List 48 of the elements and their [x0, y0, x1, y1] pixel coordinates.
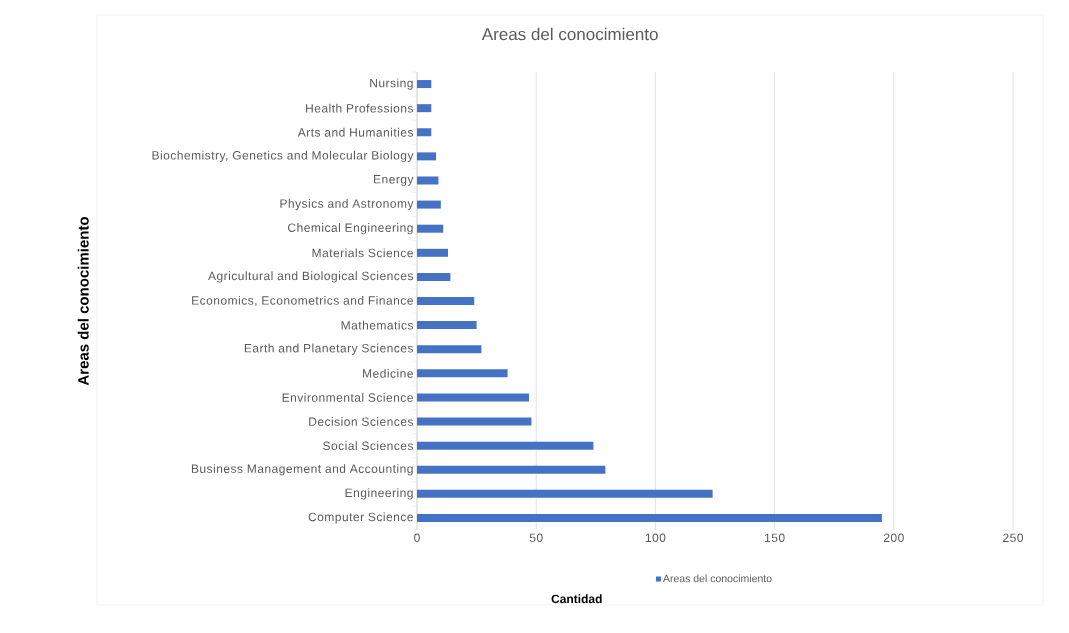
x-axis-title: Cantidad [551, 594, 602, 604]
y-tick-label: Engineering [345, 488, 413, 500]
x-tick-label: 0 [414, 533, 420, 543]
bar [417, 465, 606, 474]
x-tick-label: 50 [529, 533, 543, 543]
y-tick-label: Medicine [363, 368, 413, 378]
bar [417, 489, 713, 498]
y-tick-label: Earth and Planetary Sciences [244, 343, 414, 355]
y-tick-label: Arts and Humanities [297, 127, 414, 137]
y-tick-label: Biochemistry, Genetics and Molecular Biology [152, 150, 414, 162]
bar [417, 297, 475, 306]
x-tick-label: 100 [645, 533, 666, 543]
x-tick-label: 150 [765, 533, 785, 543]
y-tick-label: Health Professions [306, 103, 414, 113]
bar [417, 224, 444, 233]
bar [417, 321, 477, 330]
x-tick-label: 200 [883, 533, 904, 543]
y-tick-label: Economics, Econometrics and Finance [192, 295, 413, 307]
y-tick-label: Computer Science [308, 512, 413, 524]
bar [417, 152, 437, 161]
bar [417, 393, 530, 402]
y-tick-label: Physics and Astronomy [280, 198, 414, 211]
bar [417, 272, 451, 281]
x-tick-label: 250 [1003, 533, 1024, 543]
bar [417, 200, 441, 209]
y-tick-label: Chemical Engineering [288, 223, 413, 235]
bar [417, 369, 508, 378]
bar [417, 80, 432, 89]
y-tick-label: Decision Sciences [309, 417, 414, 426]
bar [417, 128, 432, 137]
y-tick-label: Materials Science [312, 248, 413, 258]
bar [417, 176, 439, 185]
bar [417, 441, 594, 450]
y-tick-label: Energy [374, 175, 414, 186]
y-tick-label: Mathematics [341, 320, 414, 330]
y-axis-title: Areas del conocimiento [77, 217, 89, 386]
y-tick-label: Agricultural and Biological Sciences [208, 271, 413, 283]
bar [417, 248, 448, 257]
bar [417, 345, 482, 354]
bar [417, 513, 882, 522]
y-tick-label: Nursing [370, 78, 413, 90]
legend-label: Areas del conocimiento [662, 574, 772, 583]
bar [417, 104, 432, 113]
chart-title: Areas del conocimiento [481, 27, 658, 41]
y-tick-label: Environmental Science [282, 393, 413, 402]
bar [417, 417, 532, 426]
y-tick-label: Business Management and Accounting [191, 464, 413, 476]
y-tick-label: Social Sciences [323, 441, 414, 451]
